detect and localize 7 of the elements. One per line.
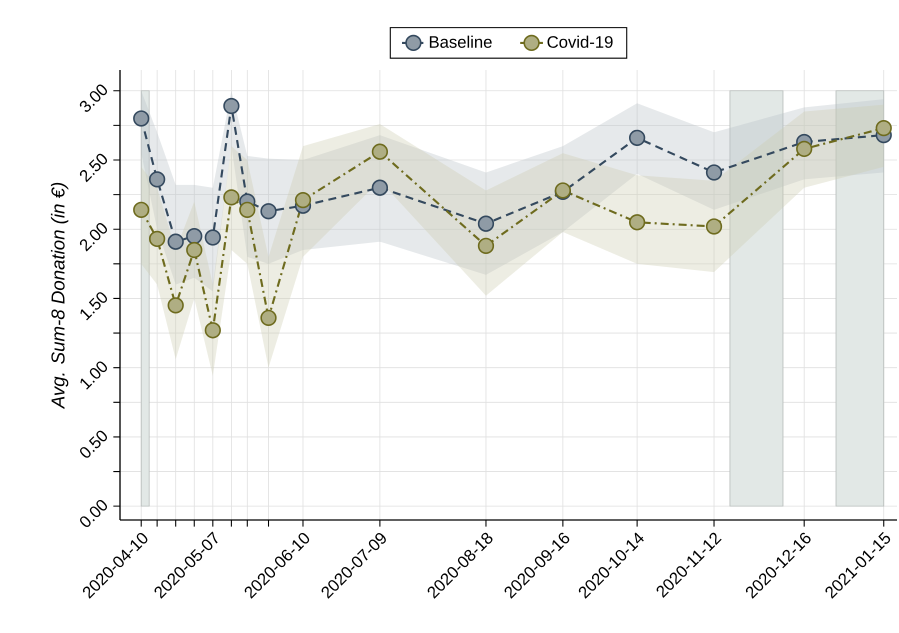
y-axis-title: Avg. Sum-8 Donation (in €) xyxy=(50,182,68,410)
y-tick-label: 0.00 xyxy=(80,500,108,527)
y-tick-label: 3.00 xyxy=(80,84,108,112)
legend-label: Covid-19 xyxy=(548,36,613,48)
legend-label: Baseline xyxy=(430,36,492,48)
y-tick-label: 0.50 xyxy=(80,430,108,458)
y-tick-label: 1.00 xyxy=(80,361,108,390)
